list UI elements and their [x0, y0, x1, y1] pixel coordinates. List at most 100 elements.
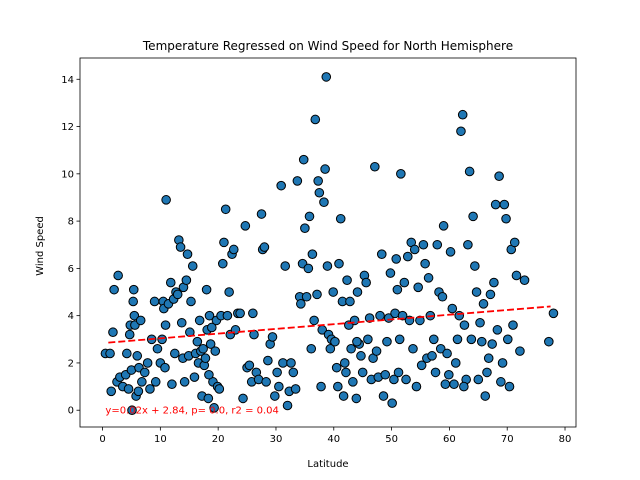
data-point: [139, 367, 150, 378]
data-point: [387, 398, 397, 408]
data-point: [152, 343, 163, 354]
data-point: [427, 351, 437, 361]
data-point: [310, 114, 321, 125]
data-point: [466, 334, 477, 345]
data-point: [270, 391, 280, 401]
data-point: [487, 339, 497, 349]
y-axis-label: Wind Speed: [35, 216, 46, 276]
data-point: [376, 249, 387, 260]
data-point: [489, 277, 499, 288]
axes-frame: [79, 57, 577, 428]
y-tick-label: 4: [68, 311, 74, 322]
data-point: [339, 358, 350, 368]
data-point: [319, 197, 329, 207]
data-point: [331, 362, 342, 373]
x-axis-label: Latitude: [307, 459, 348, 470]
data-point: [352, 336, 362, 347]
data-point: [314, 187, 325, 198]
data-point: [309, 315, 319, 326]
data-point: [307, 249, 318, 260]
y-tick-label: 12: [61, 122, 74, 133]
data-point: [240, 221, 251, 231]
data-point: [442, 348, 452, 359]
data-point: [345, 296, 355, 307]
data-point: [508, 320, 518, 330]
data-point: [128, 284, 139, 295]
x-tick-label: 40: [327, 434, 340, 445]
data-point: [399, 277, 410, 288]
data-point: [346, 343, 356, 354]
regression-line: [108, 305, 551, 344]
data-point: [186, 296, 196, 307]
data-point: [204, 369, 214, 380]
data-point: [192, 336, 203, 347]
data-point: [300, 223, 310, 233]
data-point: [393, 367, 404, 378]
data-point: [105, 348, 115, 359]
data-point: [378, 391, 389, 401]
data-point: [445, 247, 456, 257]
data-point: [411, 381, 422, 392]
data-point: [286, 358, 296, 368]
data-point: [303, 263, 314, 274]
data-point: [502, 334, 513, 345]
data-point: [263, 355, 273, 366]
data-point: [170, 348, 180, 359]
data-point: [161, 195, 171, 205]
regression-annotation: y=0.02x + 2.84, p= 0.0, r2 = 0.04: [105, 406, 278, 417]
data-point: [394, 334, 405, 345]
data-point: [210, 346, 221, 356]
data-point: [415, 315, 425, 326]
data-point: [127, 405, 137, 416]
data-point: [145, 384, 155, 394]
data-point: [109, 284, 119, 295]
data-point: [351, 393, 362, 404]
data-point: [280, 261, 291, 271]
data-point: [413, 282, 423, 293]
data-point: [471, 287, 482, 297]
data-point: [133, 386, 144, 397]
data-point: [544, 336, 554, 347]
data-point: [142, 358, 153, 368]
data-point: [301, 291, 312, 302]
data-point: [497, 358, 508, 368]
data-point: [430, 367, 441, 378]
data-point: [267, 332, 278, 342]
data-point: [492, 325, 503, 335]
data-point: [509, 237, 520, 248]
data-point: [209, 403, 219, 413]
data-point: [397, 310, 408, 321]
data-point: [175, 242, 186, 252]
data-point: [137, 377, 147, 387]
data-point: [515, 346, 525, 356]
data-point: [320, 164, 330, 174]
data-point: [389, 374, 399, 385]
y-tick-label: 10: [61, 169, 74, 180]
data-point: [167, 379, 177, 390]
data-point: [333, 381, 343, 392]
data-point: [382, 336, 392, 347]
data-point: [176, 317, 187, 328]
data-point: [476, 336, 487, 347]
x-tick-label: 0: [99, 434, 105, 445]
data-point: [483, 353, 494, 364]
data-point: [179, 377, 190, 387]
data-point: [272, 367, 282, 378]
data-point: [447, 303, 458, 314]
data-point: [204, 310, 215, 321]
data-point: [316, 381, 326, 392]
data-point: [205, 339, 216, 349]
data-point: [438, 221, 449, 231]
data-point: [228, 244, 239, 255]
data-point: [435, 343, 446, 354]
data-point: [468, 211, 478, 222]
data-point: [338, 391, 349, 401]
data-point: [306, 343, 317, 354]
data-point: [437, 291, 448, 302]
data-point: [348, 377, 358, 387]
y-tick-label: 8: [68, 217, 74, 228]
data-point: [459, 381, 469, 392]
data-point: [402, 251, 413, 262]
data-point: [181, 275, 192, 286]
data-point: [464, 166, 475, 177]
